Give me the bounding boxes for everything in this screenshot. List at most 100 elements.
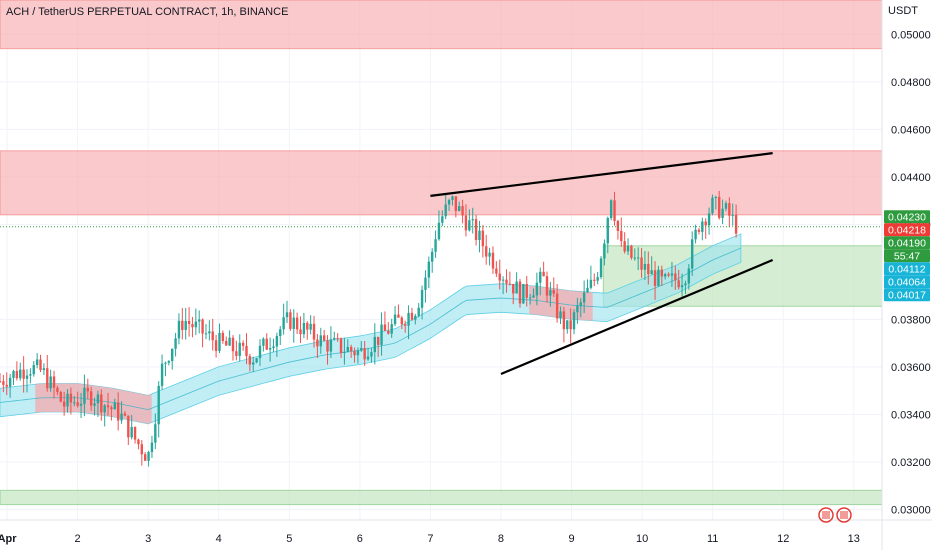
y-tick-label: 0.03000 <box>891 504 931 516</box>
price-tag-label: 55:47 <box>894 250 920 262</box>
price-tag-label: 0.04190 <box>888 237 926 249</box>
candle-body <box>603 243 606 259</box>
candle-body <box>130 427 133 438</box>
price-tag-bg <box>884 210 930 224</box>
candle-body <box>238 342 241 356</box>
candle-body <box>478 230 481 240</box>
y-tick-label: 0.03800 <box>891 314 931 326</box>
candle-body <box>160 363 164 386</box>
candle-body <box>623 241 626 252</box>
candle-body <box>657 269 660 286</box>
candle-body <box>147 452 150 461</box>
candle-body <box>576 305 579 313</box>
candle-body <box>633 257 636 259</box>
candle-body <box>636 257 640 259</box>
candle-body <box>485 246 488 257</box>
candle-body <box>343 351 346 354</box>
candle-body <box>714 196 718 198</box>
candle-body <box>363 348 366 360</box>
x-tick-label: 5 <box>286 533 292 545</box>
candle-body <box>113 402 117 410</box>
candle-body <box>508 283 512 285</box>
candle-body <box>255 358 258 363</box>
y-tick-label: 0.04600 <box>891 124 931 136</box>
candle-body <box>194 321 198 328</box>
candle-body <box>181 320 184 330</box>
candle-body <box>677 280 680 288</box>
candle-body <box>680 285 684 288</box>
upper-trendline <box>430 152 773 197</box>
candle-body <box>562 311 566 330</box>
candle-body <box>606 218 609 244</box>
candle-body <box>83 387 86 404</box>
candle-body <box>157 385 160 425</box>
candle-body <box>458 206 461 211</box>
candle-body <box>724 203 728 209</box>
candle-body <box>5 384 8 387</box>
candle-body <box>464 215 468 231</box>
candle-body <box>474 219 478 240</box>
band-midline <box>0 247 742 411</box>
candle-body <box>35 359 39 366</box>
candle-body <box>566 320 569 330</box>
candle-body <box>667 274 670 276</box>
candle-body <box>295 317 299 330</box>
candle-body <box>164 362 167 364</box>
candle-body <box>231 337 235 352</box>
candle-body <box>410 312 414 320</box>
candle-body <box>376 336 380 345</box>
candle-body <box>491 252 495 269</box>
x-tick-label: 10 <box>636 533 648 545</box>
candle-body <box>370 352 373 357</box>
candle-body <box>674 273 677 281</box>
x-tick-label: Apr <box>0 533 17 545</box>
candle-body <box>515 281 518 294</box>
candle-body <box>539 271 542 283</box>
candle-body <box>2 381 5 385</box>
candle-body <box>201 319 204 334</box>
candle-body <box>704 221 707 226</box>
candle-body <box>279 329 282 337</box>
candle-body <box>59 391 62 402</box>
candle-body <box>711 197 714 214</box>
candle-body <box>599 258 603 278</box>
candle-body <box>545 276 549 296</box>
candle-body <box>427 261 431 278</box>
candle-body <box>0 381 2 383</box>
candle-body <box>32 365 35 375</box>
candle-body <box>390 324 393 334</box>
candle-body <box>498 273 501 281</box>
candle-body <box>626 245 630 252</box>
candle-body <box>643 263 647 270</box>
candle-body <box>495 268 498 274</box>
event-flags <box>818 507 852 523</box>
candle-body <box>555 293 559 319</box>
x-tick-label: 13 <box>848 533 860 545</box>
symbol-title: ACH / TetherUS PERPETUAL CONTRACT, 1h, B… <box>6 6 289 18</box>
candle-body <box>289 312 292 329</box>
y-tick-label: 0.05000 <box>891 29 931 41</box>
candle-body <box>12 370 15 378</box>
candle-body <box>505 279 508 284</box>
candle-body <box>272 346 275 348</box>
candle-body <box>528 297 532 299</box>
x-tick-label: 3 <box>145 533 151 545</box>
candle-body <box>451 196 454 200</box>
candle-body <box>690 239 694 269</box>
candle-body <box>336 337 339 339</box>
candle-body <box>42 368 46 370</box>
candle-body <box>265 338 268 350</box>
candle-body <box>616 220 620 231</box>
candle-body <box>407 312 410 326</box>
candle-body <box>424 277 427 290</box>
candle-body <box>356 350 360 356</box>
candle-body <box>127 415 130 438</box>
candle-body <box>387 330 390 334</box>
candle-body <box>481 230 485 247</box>
candle-body <box>62 401 66 407</box>
candle-body <box>707 213 711 226</box>
candle-body <box>79 403 83 406</box>
price-tag-label: 0.04112 <box>888 263 925 275</box>
